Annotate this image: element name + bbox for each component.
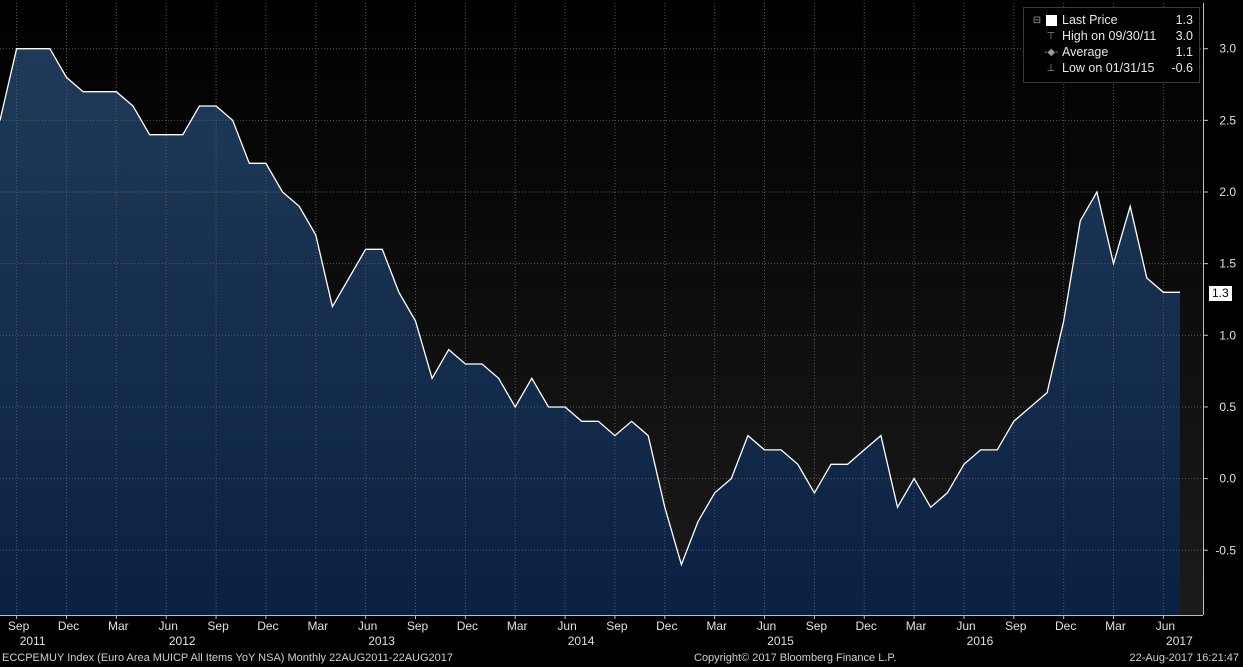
legend-label: Average <box>1062 45 1109 59</box>
x-tick-label-month: Sep <box>1005 619 1027 633</box>
low-marker-icon: ⊥ <box>1046 62 1056 74</box>
x-tick-label-month: Sep <box>606 619 628 633</box>
legend-value: 1.3 <box>1175 13 1193 27</box>
last-value-badge: 1.3 <box>1209 286 1232 301</box>
legend-label: Low on 01/31/15 <box>1062 61 1155 75</box>
x-tick-label-month: Mar <box>706 619 727 633</box>
x-tick-label-month: Sep <box>8 619 30 633</box>
x-tick-label-month: Dec <box>656 619 677 633</box>
x-tick-label-month: Jun <box>159 619 178 633</box>
legend-item-high: ⊤ High on 09/30/11 3.0 <box>1030 28 1193 44</box>
x-tick-label-month: Dec <box>457 619 478 633</box>
average-marker-icon: -◆- <box>1044 46 1059 58</box>
x-tick-label-month: Jun <box>557 619 576 633</box>
x-tick-label-year: 2013 <box>368 634 395 648</box>
footer-copyright: Copyright© 2017 Bloomberg Finance L.P. <box>694 652 897 664</box>
footer-security-description: ECCPEMUY Index (Euro Area MUICP All Item… <box>2 652 454 664</box>
legend-label: High on 09/30/11 <box>1062 29 1157 43</box>
legend-value: -0.6 <box>1171 61 1193 75</box>
x-tick-label-month: Mar <box>108 619 129 633</box>
legend-item-average: -◆- Average 1.1 <box>1030 44 1193 60</box>
x-tick-label-month: Jun <box>1156 619 1175 633</box>
x-tick-label-month: Sep <box>407 619 429 633</box>
high-marker-icon: ⊤ <box>1046 30 1056 42</box>
chart-legend: ⊟ Last Price 1.3 ⊤ High on 09/30/11 3.0 … <box>1023 7 1200 83</box>
y-tick-label: 2.5 <box>1219 113 1236 127</box>
x-tick-label-year: 2017 <box>1166 634 1193 648</box>
y-tick-label: 0.5 <box>1219 400 1236 414</box>
legend-swatch-icon <box>1046 14 1057 26</box>
x-tick-label-month: Mar <box>507 619 528 633</box>
x-tick-label-month: Dec <box>58 619 79 633</box>
legend-item-low: ⊥ Low on 01/31/15 -0.6 <box>1030 60 1193 76</box>
y-tick-label: 1.5 <box>1219 257 1236 271</box>
x-tick-label-month: Dec <box>856 619 877 633</box>
series-area <box>0 48 1180 615</box>
legend-label: Last Price <box>1062 13 1118 27</box>
y-tick-label: 3.0 <box>1219 42 1236 56</box>
legend-value: 1.1 <box>1175 45 1193 59</box>
x-tick-label-month: Jun <box>757 619 776 633</box>
x-tick-label-month: Jun <box>358 619 377 633</box>
x-tick-label-month: Sep <box>806 619 828 633</box>
x-tick-label-month: Mar <box>1105 619 1126 633</box>
x-tick-label-month: Dec <box>1055 619 1076 633</box>
x-tick-label-month: Mar <box>307 619 328 633</box>
x-tick-label-year: 2015 <box>767 634 794 648</box>
x-tick-label-month: Jun <box>956 619 975 633</box>
x-tick-label-month: Dec <box>257 619 278 633</box>
x-tick-label-year: 2016 <box>967 634 994 648</box>
y-tick-label: 2.0 <box>1219 185 1236 199</box>
x-tick-label-year: 2011 <box>20 634 46 648</box>
x-tick-label-month: Mar <box>906 619 927 633</box>
grid <box>0 3 1203 615</box>
x-tick-label-year: 2012 <box>169 634 196 648</box>
y-tick-label: -0.5 <box>1215 543 1236 557</box>
legend-value: 3.0 <box>1175 29 1193 43</box>
legend-item-last-price: ⊟ Last Price 1.3 <box>1030 12 1193 28</box>
series-line <box>0 48 1180 567</box>
footer-timestamp: 22-Aug-2017 16:21:47 <box>1129 652 1239 664</box>
x-tick-label-year: 2014 <box>568 634 595 648</box>
legend-collapse-icon: ⊟ <box>1032 14 1042 26</box>
y-tick-label: 1.0 <box>1219 328 1236 342</box>
y-tick-label: 0.0 <box>1219 472 1236 486</box>
x-tick-label-month: Sep <box>207 619 229 633</box>
